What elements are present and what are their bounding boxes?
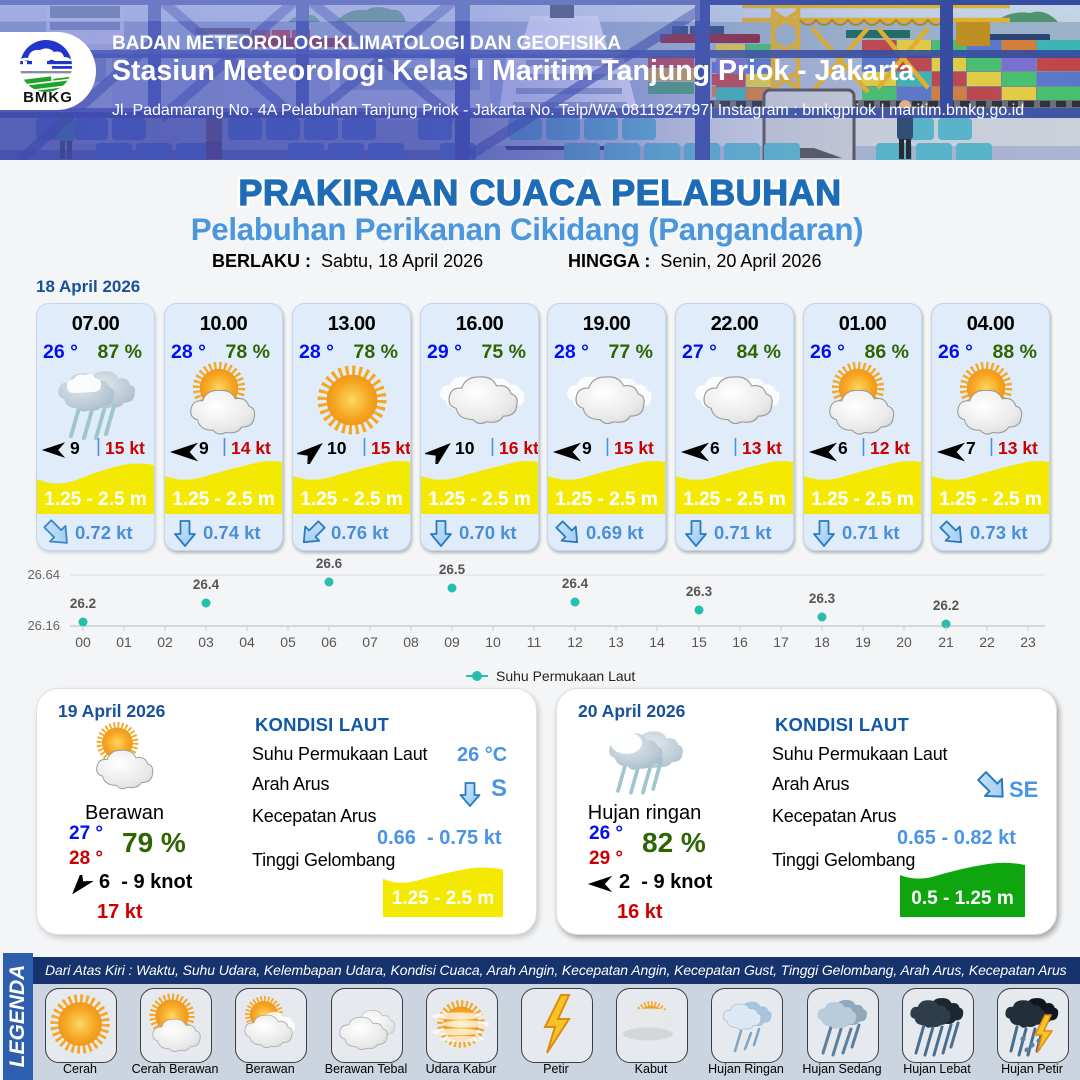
svg-text:20: 20	[896, 634, 912, 650]
svg-text:26.16: 26.16	[27, 618, 60, 633]
svg-text:04: 04	[239, 634, 255, 650]
svg-text:12: 12	[567, 634, 583, 650]
svg-text:26.64: 26.64	[27, 567, 60, 582]
svg-text:21: 21	[938, 634, 954, 650]
svg-text:26.2: 26.2	[70, 596, 96, 611]
svg-text:26.3: 26.3	[809, 591, 836, 606]
svg-text:Suhu Permukaan Laut: Suhu Permukaan Laut	[496, 668, 635, 684]
svg-text:17: 17	[773, 634, 789, 650]
svg-text:26.5: 26.5	[439, 562, 466, 577]
svg-text:22: 22	[979, 634, 995, 650]
svg-text:03: 03	[198, 634, 214, 650]
svg-text:10: 10	[485, 634, 501, 650]
svg-text:19: 19	[855, 634, 871, 650]
svg-text:26.2: 26.2	[933, 598, 959, 613]
svg-text:01: 01	[116, 634, 132, 650]
svg-text:06: 06	[321, 634, 337, 650]
svg-text:05: 05	[280, 634, 296, 650]
svg-text:15: 15	[691, 634, 707, 650]
svg-text:02: 02	[157, 634, 173, 650]
svg-text:08: 08	[403, 634, 419, 650]
svg-text:00: 00	[75, 634, 91, 650]
svg-text:13: 13	[608, 634, 624, 650]
svg-text:16: 16	[732, 634, 748, 650]
svg-text:11: 11	[527, 634, 542, 650]
svg-text:26.4: 26.4	[562, 576, 589, 591]
svg-text:26.3: 26.3	[686, 584, 713, 599]
svg-text:26.4: 26.4	[193, 577, 220, 592]
svg-text:26.6: 26.6	[316, 558, 343, 571]
svg-text:23: 23	[1020, 634, 1036, 650]
svg-text:14: 14	[649, 634, 665, 650]
svg-text:07: 07	[362, 634, 378, 650]
svg-text:09: 09	[444, 634, 460, 650]
svg-text:18: 18	[814, 634, 830, 650]
